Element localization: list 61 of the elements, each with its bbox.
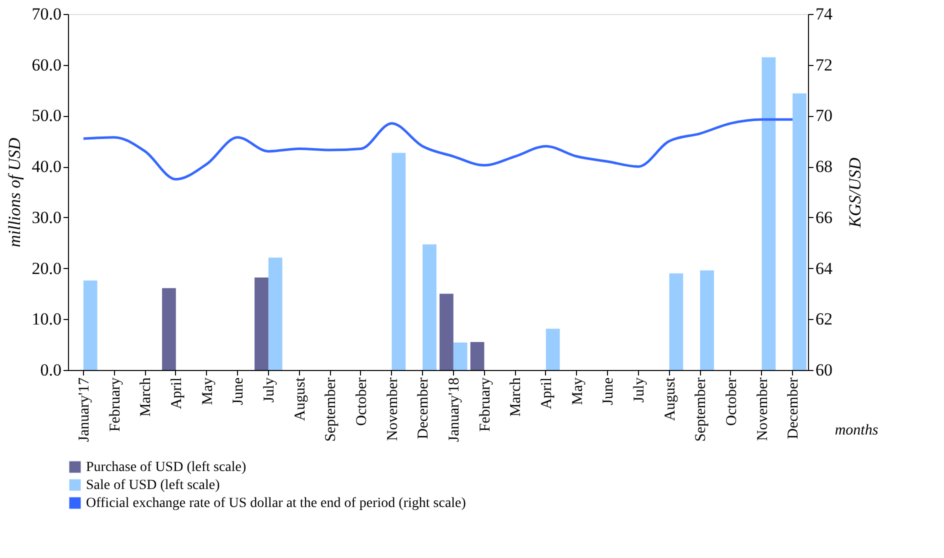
x-tick-label: January'18 xyxy=(446,378,462,442)
y2-tick-label: 74 xyxy=(816,4,833,24)
y2-axis-title: KGS/USD xyxy=(846,156,864,228)
x-tick-label: November xyxy=(384,377,401,441)
bar xyxy=(546,328,560,370)
x-tick-label: June xyxy=(230,377,247,405)
y2-tick-label: 64 xyxy=(816,258,833,278)
x-tick-label: October xyxy=(354,377,370,426)
x-tick-label: July xyxy=(631,377,648,403)
line-series xyxy=(82,118,794,181)
legend-label: Sale of USD (left scale) xyxy=(86,478,220,493)
x-tick-label: November xyxy=(754,377,771,441)
bar xyxy=(470,342,484,370)
y-tick-label: 10.0 xyxy=(32,310,62,329)
y-tick-label: 40.0 xyxy=(32,157,62,176)
bar xyxy=(268,258,282,370)
x-tick-label: January'17 xyxy=(76,377,92,442)
bar xyxy=(669,273,684,370)
x-axis-title: months xyxy=(834,422,878,438)
y-tick-label: 30.0 xyxy=(32,208,62,227)
y-tick-label: 50.0 xyxy=(32,106,62,126)
bar xyxy=(162,288,176,370)
bar xyxy=(762,57,776,370)
bar xyxy=(700,270,714,370)
x-tick-label: May xyxy=(570,377,586,405)
bar xyxy=(83,280,98,370)
legend-label: Purchase of USD (left scale) xyxy=(86,460,247,475)
y2-tick-label: 66 xyxy=(816,208,832,227)
x-tick-label: September xyxy=(323,378,340,442)
y-tick-label: 0.0 xyxy=(40,360,62,380)
x-tick-label: July xyxy=(261,377,278,403)
x-tick-label: February xyxy=(107,377,124,432)
y-tick-label: 70.0 xyxy=(32,4,62,24)
x-tick-label: October xyxy=(724,377,740,426)
bar xyxy=(392,152,406,370)
x-tick-label: March xyxy=(138,377,154,417)
y2-tick-label: 72 xyxy=(816,55,832,74)
x-tick-label: December xyxy=(416,378,432,440)
y-axis-title: millions of USD xyxy=(4,136,24,248)
legend-label: Official exchange rate of US dollar at the end of period (right scale) xyxy=(86,496,466,511)
x-tick-label: September xyxy=(693,378,710,442)
x-tick-label: May xyxy=(200,377,216,405)
y-tick-label: 20.0 xyxy=(32,258,62,278)
x-tick-label: February xyxy=(477,377,494,432)
bar xyxy=(792,93,806,370)
y2-tick-label: 60 xyxy=(816,360,832,380)
bar xyxy=(254,277,268,370)
x-tick-label: April xyxy=(168,378,185,410)
y2-tick-label: 70 xyxy=(816,106,832,126)
x-tick-label: August xyxy=(662,376,678,421)
bar xyxy=(440,294,454,370)
x-tick-label: April xyxy=(538,378,555,410)
y2-tick-label: 68 xyxy=(816,157,832,176)
y2-tick-label: 62 xyxy=(816,310,832,329)
bar xyxy=(422,244,436,370)
x-tick-label: August xyxy=(292,376,308,421)
x-tick-label: December xyxy=(786,378,802,440)
bar xyxy=(453,342,468,370)
y-tick-label: 60.0 xyxy=(32,55,62,74)
x-tick-label: June xyxy=(600,377,617,405)
x-tick-label: March xyxy=(508,377,524,417)
